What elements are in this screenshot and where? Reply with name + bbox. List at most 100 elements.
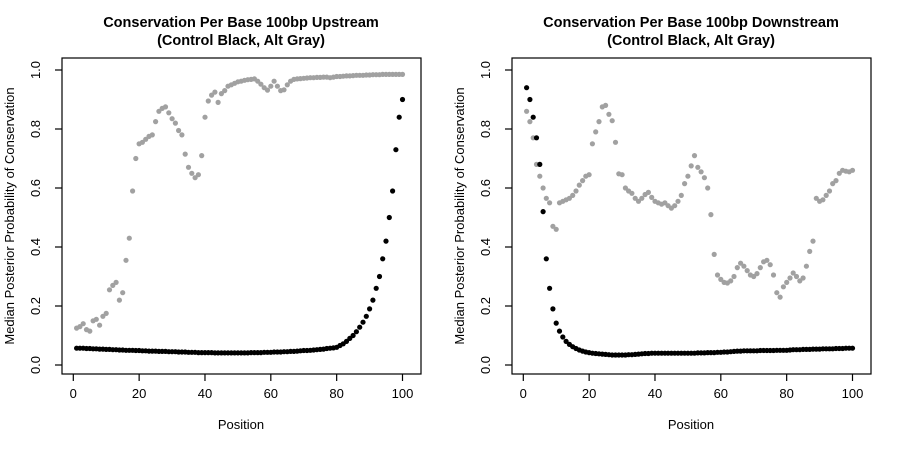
- y-tick-label: 1.0: [478, 61, 493, 79]
- data-point: [396, 114, 402, 120]
- data-point: [537, 161, 543, 167]
- data-point: [103, 310, 109, 316]
- data-point: [284, 82, 290, 88]
- data-point: [635, 198, 642, 204]
- data-point: [390, 188, 396, 194]
- x-tick-label: 0: [520, 386, 527, 401]
- data-point: [728, 278, 734, 284]
- data-point: [533, 135, 540, 141]
- x-tick-label: 100: [392, 386, 414, 401]
- data-point: [803, 263, 809, 269]
- y-tick-label: 0.4: [28, 238, 43, 256]
- data-point: [678, 192, 684, 198]
- x-tick-label: 20: [132, 386, 146, 401]
- data-point: [209, 92, 215, 98]
- data-point: [705, 185, 711, 191]
- data-point: [691, 153, 698, 159]
- data-point: [399, 71, 406, 77]
- data-point: [764, 257, 770, 263]
- data-point: [606, 111, 612, 117]
- chart-downstream-svg: Conservation Per Base 100bp Downstream (…: [452, 15, 872, 432]
- data-point: [787, 275, 793, 281]
- data-point: [570, 192, 576, 198]
- y-tick-label: 0.6: [478, 179, 493, 197]
- data-point: [162, 104, 169, 110]
- data-point: [810, 238, 816, 244]
- data-point: [182, 151, 188, 157]
- x-tick-label: 80: [329, 386, 343, 401]
- data-point: [701, 175, 707, 181]
- data-point: [116, 297, 122, 303]
- data-point: [353, 329, 359, 335]
- y-tick-label: 0.8: [478, 120, 493, 138]
- data-point: [281, 87, 287, 93]
- data-point: [524, 85, 530, 91]
- data-point: [195, 172, 201, 178]
- data-point: [199, 153, 205, 159]
- data-point: [688, 163, 694, 169]
- data-point: [547, 285, 553, 291]
- y-tick-label: 1.0: [28, 61, 43, 79]
- data-point: [192, 175, 198, 181]
- x-axis-title: Position: [668, 417, 714, 432]
- data-point: [530, 114, 536, 120]
- data-point: [780, 284, 786, 290]
- data-point: [126, 235, 132, 241]
- data-point: [189, 170, 195, 176]
- data-point: [744, 268, 750, 274]
- data-point: [540, 185, 546, 191]
- data-point: [271, 78, 277, 84]
- data-point: [547, 200, 553, 206]
- data-point: [524, 108, 530, 114]
- data-point: [698, 169, 704, 175]
- data-point: [113, 279, 119, 285]
- data-point: [540, 209, 546, 215]
- data-point: [675, 198, 681, 204]
- data-point: [757, 265, 763, 271]
- data-point: [774, 290, 780, 296]
- data-point: [149, 132, 155, 138]
- chart-subtitle: (Control Black, Alt Gray): [607, 33, 775, 49]
- data-point: [784, 279, 790, 285]
- data-point: [718, 276, 724, 282]
- data-point: [120, 290, 126, 296]
- data-point: [393, 147, 399, 153]
- data-point: [580, 178, 586, 184]
- data-point: [672, 203, 678, 209]
- data-point: [399, 96, 406, 103]
- data-point: [807, 248, 813, 254]
- data-point: [573, 188, 579, 194]
- data-point: [849, 167, 856, 173]
- data-point: [179, 132, 185, 138]
- data-point: [738, 260, 744, 266]
- data-point: [560, 334, 566, 340]
- data-point: [685, 173, 691, 179]
- data-point: [550, 223, 556, 229]
- chart-title: Conservation Per Base 100bp Upstream: [103, 15, 379, 31]
- data-point: [586, 172, 592, 178]
- chart-subtitle: (Control Black, Alt Gray): [157, 33, 325, 49]
- data-point: [202, 114, 208, 120]
- x-tick-label: 20: [582, 386, 596, 401]
- data-point: [619, 172, 625, 178]
- data-point: [596, 119, 602, 125]
- data-point: [741, 263, 747, 269]
- data-point: [87, 328, 93, 334]
- y-axis: 0.0 0.2 0.4 0.6 0.8 1.0: [478, 61, 512, 374]
- x-tick-label: 40: [648, 386, 662, 401]
- data-point: [185, 164, 192, 170]
- data-point: [550, 306, 556, 312]
- data-point: [629, 190, 635, 196]
- data-point: [767, 262, 773, 268]
- data-point: [97, 322, 103, 328]
- y-tick-label: 0.2: [478, 297, 493, 315]
- data-point: [166, 110, 172, 116]
- data-point: [711, 251, 717, 257]
- series-alt-gray: [524, 102, 856, 300]
- chart-downstream-panel: Conservation Per Base 100bp Downstream (…: [450, 0, 900, 450]
- data-point: [350, 332, 356, 339]
- y-axis: 0.0 0.2 0.4 0.6 0.8 1.0: [28, 61, 62, 374]
- data-point: [139, 139, 145, 145]
- data-point: [543, 195, 549, 201]
